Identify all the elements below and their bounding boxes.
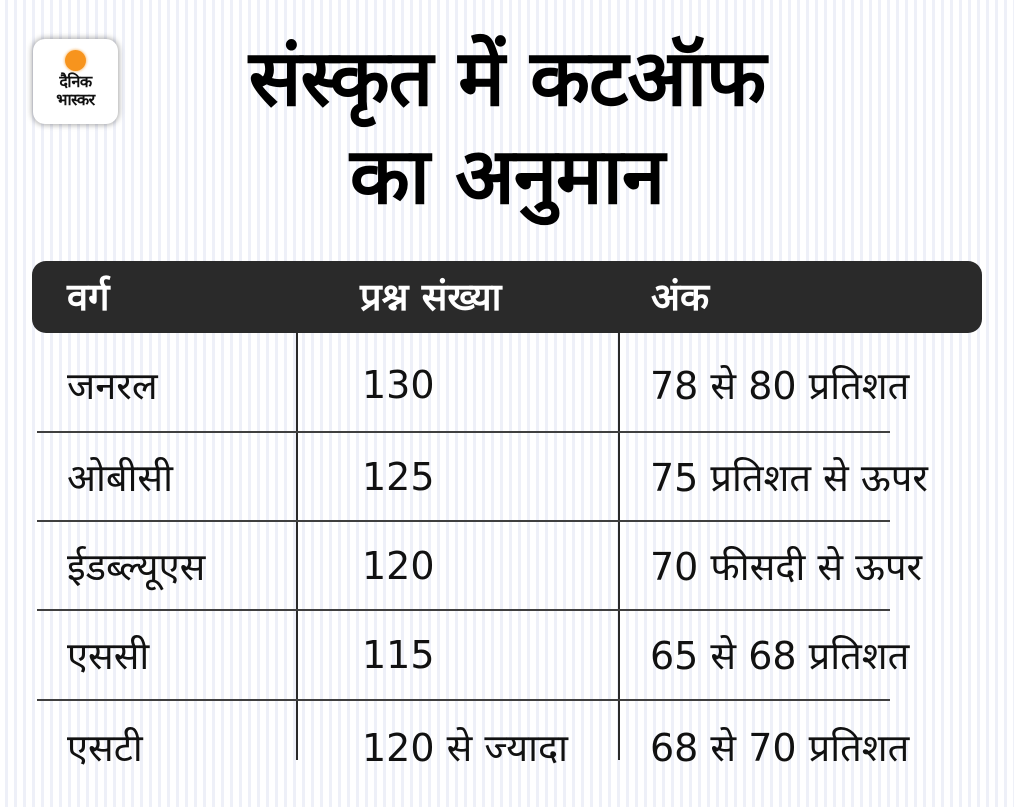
column-header-marks: अंक <box>651 275 710 319</box>
cell-category: एसटी <box>67 726 143 770</box>
cell-questions: 130 <box>362 363 435 407</box>
row-divider <box>37 431 890 433</box>
column-divider-1 <box>296 261 298 760</box>
cell-questions: 115 <box>362 633 435 677</box>
column-header-category: वर्ग <box>67 275 110 319</box>
row-divider <box>37 520 890 522</box>
cell-category: एससी <box>67 634 150 678</box>
cell-category: ईडब्ल्यूएस <box>67 545 206 589</box>
sun-icon <box>65 50 86 71</box>
column-header-questions: प्रश्न संख्या <box>360 275 502 319</box>
cutoff-table: वर्ग प्रश्न संख्या अंक <box>32 261 982 333</box>
logo-text: दैनिक भास्कर <box>56 72 95 109</box>
cell-questions: 120 से ज्यादा <box>362 726 569 770</box>
row-divider <box>37 609 890 611</box>
logo-line-2: भास्कर <box>56 90 95 109</box>
dainik-bhaskar-logo: दैनिक भास्कर <box>33 39 118 124</box>
page-title: संस्कृत में कटऑफ का अनुमान <box>150 30 864 226</box>
cell-marks: 70 फीसदी से ऊपर <box>650 545 923 589</box>
cell-marks: 78 से 80 प्रतिशत <box>650 364 910 408</box>
cell-marks: 75 प्रतिशत से ऊपर <box>650 456 928 500</box>
cell-marks: 65 से 68 प्रतिशत <box>650 634 910 678</box>
title-line-1: संस्कृत में कटऑफ <box>248 34 767 124</box>
logo-line-1: दैनिक <box>59 72 92 91</box>
title-line-2: का अनुमान <box>349 132 665 222</box>
column-divider-2 <box>618 261 620 760</box>
cell-category: ओबीसी <box>67 456 173 500</box>
cell-marks: 68 से 70 प्रतिशत <box>650 726 910 770</box>
cell-category: जनरल <box>67 364 158 408</box>
table-header: वर्ग प्रश्न संख्या अंक <box>32 261 982 333</box>
cell-questions: 120 <box>362 544 435 588</box>
row-divider <box>37 699 890 701</box>
cell-questions: 125 <box>362 455 435 499</box>
